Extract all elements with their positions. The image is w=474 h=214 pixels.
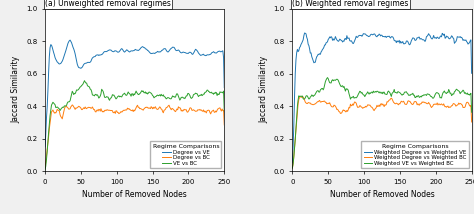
Legend: Degree vs VE, Degree vs BC, VE vs BC: Degree vs VE, Degree vs BC, VE vs BC <box>150 141 221 168</box>
Weighted Degree vs Weighted VE <box>302 32 308 34</box>
Weighted Degree vs Weighted BC <box>399 100 404 103</box>
VE vs BC <box>125 92 130 95</box>
Weighted VE vs Weighted BC <box>361 94 366 96</box>
VE vs BC <box>151 97 157 99</box>
Weighted VE vs Weighted BC <box>411 94 417 97</box>
Line: Weighted VE vs Weighted BC: Weighted VE vs Weighted BC <box>292 78 472 168</box>
X-axis label: Number of Removed Nodes: Number of Removed Nodes <box>329 190 434 199</box>
Degree vs BC <box>113 110 119 112</box>
Weighted Degree vs Weighted BC <box>411 100 417 103</box>
VE vs BC <box>164 97 170 100</box>
Degree vs VE <box>113 50 119 52</box>
Line: Weighted Degree vs Weighted BC: Weighted Degree vs Weighted BC <box>292 96 472 168</box>
Text: (a) Unweighted removal regimes: (a) Unweighted removal regimes <box>45 0 171 8</box>
Degree vs BC <box>221 124 227 126</box>
Degree vs BC <box>42 166 48 168</box>
Weighted Degree vs Weighted BC <box>361 107 366 109</box>
Weighted VE vs Weighted BC <box>290 167 295 169</box>
VE vs BC <box>82 79 87 82</box>
Weighted VE vs Weighted BC <box>399 93 404 96</box>
VE vs BC <box>42 168 48 171</box>
Degree vs BC <box>151 107 157 110</box>
Line: Degree vs VE: Degree vs VE <box>45 40 224 147</box>
Y-axis label: Jaccard Similarity: Jaccard Similarity <box>259 56 268 123</box>
Degree vs VE <box>149 52 155 55</box>
Degree vs BC <box>125 107 130 109</box>
VE vs BC <box>221 110 227 113</box>
Weighted Degree vs Weighted BC <box>396 102 402 105</box>
Weighted VE vs Weighted BC <box>469 111 474 114</box>
Degree vs VE <box>221 86 227 89</box>
Weighted Degree vs Weighted VE <box>425 34 431 36</box>
Y-axis label: Jaccard Similarity: Jaccard Similarity <box>11 56 20 123</box>
Degree vs VE <box>67 39 73 41</box>
VE vs BC <box>113 98 119 100</box>
Degree vs VE <box>164 50 170 53</box>
Degree vs VE <box>178 51 183 54</box>
Degree vs VE <box>125 49 130 52</box>
VE vs BC <box>178 98 183 100</box>
Weighted VE vs Weighted BC <box>425 93 431 95</box>
Weighted Degree vs Weighted BC <box>425 102 431 105</box>
Degree vs BC <box>69 104 75 106</box>
Weighted Degree vs Weighted VE <box>372 33 378 36</box>
Weighted Degree vs Weighted VE <box>399 42 404 44</box>
Weighted Degree vs Weighted BC <box>469 121 474 123</box>
Weighted Degree vs Weighted VE <box>290 162 295 164</box>
Text: (b) Weighted removal regimes: (b) Weighted removal regimes <box>292 0 409 8</box>
Weighted VE vs Weighted BC <box>372 91 378 94</box>
Line: VE vs BC: VE vs BC <box>45 81 224 170</box>
Weighted Degree vs Weighted VE <box>411 37 417 40</box>
Degree vs VE <box>42 146 48 148</box>
Weighted Degree vs Weighted BC <box>300 95 305 98</box>
Degree vs BC <box>178 107 183 110</box>
Weighted VE vs Weighted BC <box>325 76 330 79</box>
Weighted Degree vs Weighted VE <box>361 32 366 35</box>
Weighted Degree vs Weighted VE <box>396 39 402 42</box>
Line: Degree vs BC: Degree vs BC <box>45 105 224 167</box>
X-axis label: Number of Removed Nodes: Number of Removed Nodes <box>82 190 187 199</box>
Weighted Degree vs Weighted BC <box>372 108 378 110</box>
Degree vs BC <box>149 106 155 109</box>
Legend: Weighted Degree vs Weighted VE, Weighted Degree vs Weighted BC, Weighted VE vs W: Weighted Degree vs Weighted VE, Weighted… <box>362 141 469 168</box>
Weighted Degree vs Weighted BC <box>290 167 295 169</box>
VE vs BC <box>149 93 155 95</box>
Degree vs VE <box>151 52 157 54</box>
Weighted Degree vs Weighted VE <box>469 72 474 75</box>
Degree vs BC <box>164 106 170 109</box>
Line: Weighted Degree vs Weighted VE: Weighted Degree vs Weighted VE <box>292 33 472 163</box>
Weighted VE vs Weighted BC <box>396 91 402 94</box>
